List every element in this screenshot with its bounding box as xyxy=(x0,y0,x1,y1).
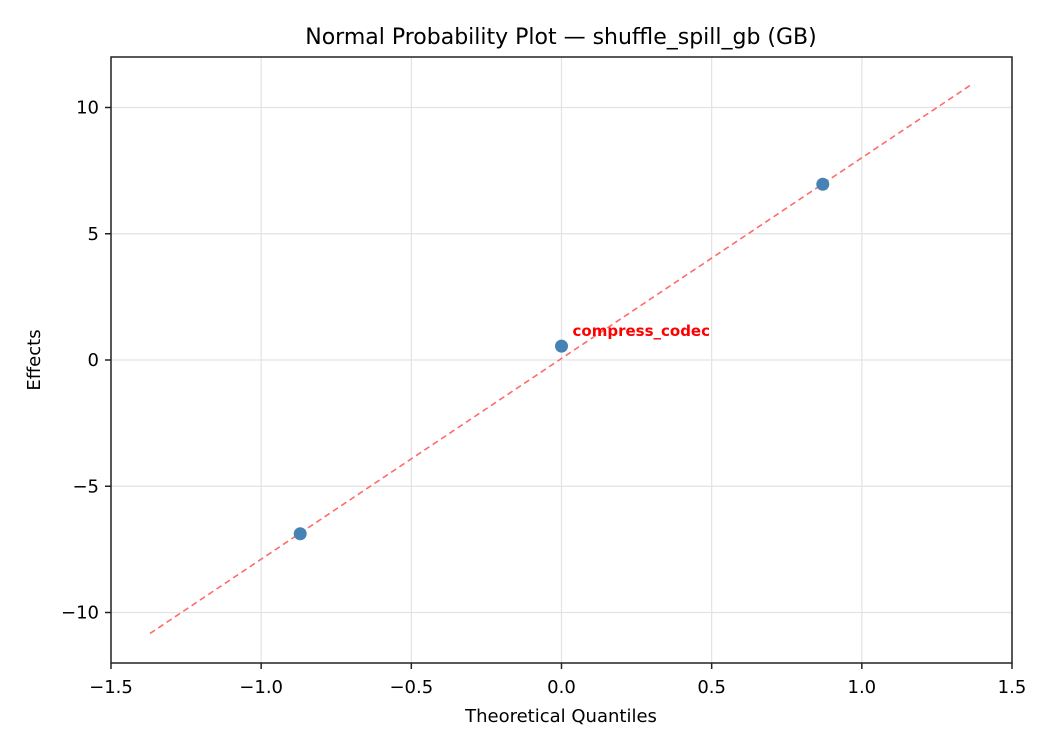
point-annotation: compress_codec xyxy=(573,322,711,340)
y-tick-label: 10 xyxy=(76,98,99,119)
x-tick-label: 0.5 xyxy=(697,677,726,698)
x-tick-label: 1.5 xyxy=(998,677,1027,698)
x-tick-label: −0.5 xyxy=(389,677,433,698)
x-axis-label: Theoretical Quantiles xyxy=(464,706,657,727)
reference-line xyxy=(149,82,974,635)
x-tick-label: −1.5 xyxy=(89,677,133,698)
data-points xyxy=(293,177,830,541)
chart-title: Normal Probability Plot — shuffle_spill_… xyxy=(305,25,816,50)
y-axis-ticks: −10 −5 0 5 10 xyxy=(61,98,111,624)
y-tick-label: 0 xyxy=(88,350,99,371)
x-axis-ticks: −1.5 −1.0 −0.5 0.0 0.5 1.0 1.5 xyxy=(89,663,1026,698)
data-point xyxy=(816,177,830,191)
y-axis-label: Effects xyxy=(24,329,45,390)
data-point xyxy=(293,527,307,541)
x-tick-label: −1.0 xyxy=(239,677,283,698)
x-tick-label: 0.0 xyxy=(547,677,576,698)
y-tick-label: −5 xyxy=(72,476,99,497)
x-tick-label: 1.0 xyxy=(848,677,877,698)
y-tick-label: −10 xyxy=(61,603,99,624)
y-tick-label: 5 xyxy=(88,224,99,245)
data-point xyxy=(555,339,568,353)
annotations: compress_codec xyxy=(573,322,711,340)
